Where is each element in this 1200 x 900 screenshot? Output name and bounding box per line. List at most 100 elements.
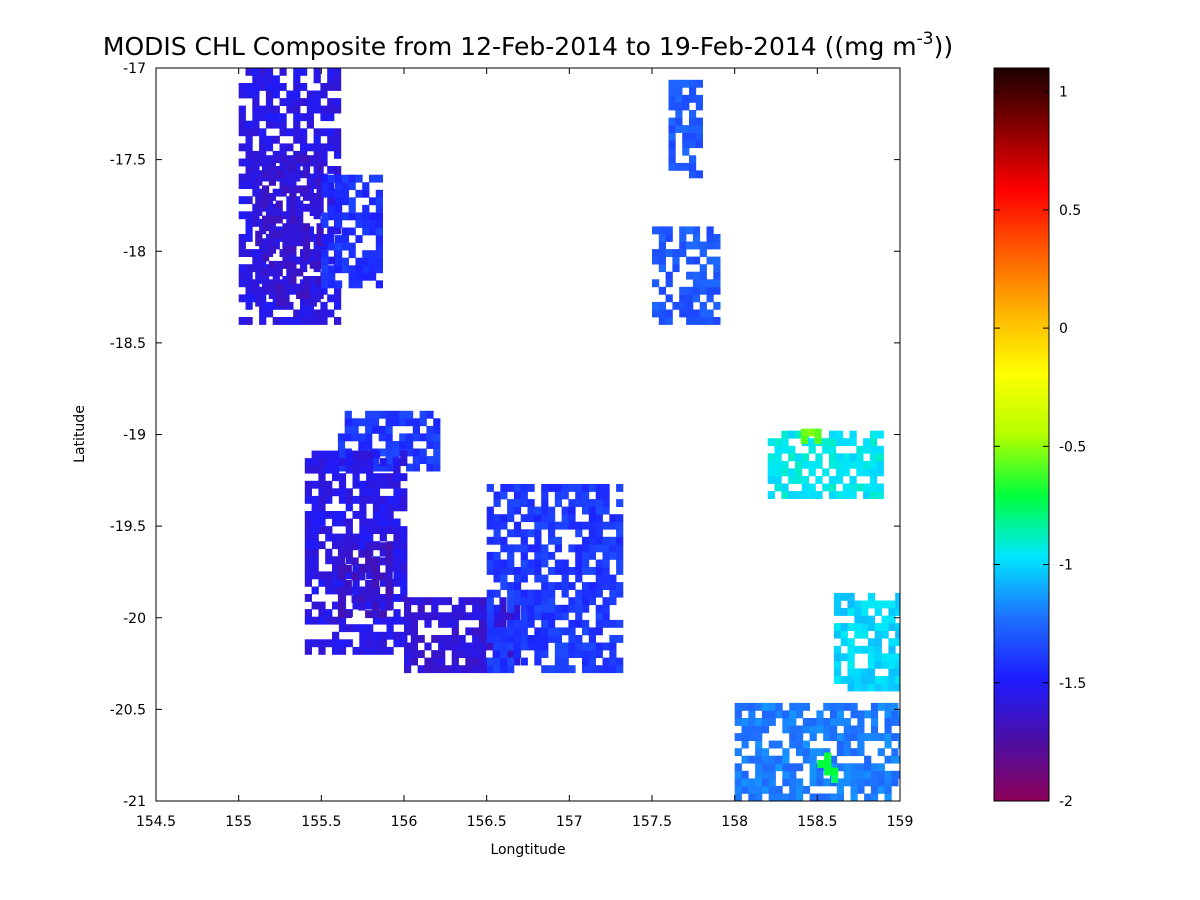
heatmap-cell	[472, 657, 480, 666]
heatmap-cell	[375, 280, 383, 289]
heatmap-cell	[348, 204, 356, 213]
heatmap-cell	[534, 597, 542, 606]
heatmap-cell	[371, 542, 380, 551]
heatmap-cell	[847, 638, 855, 647]
heatmap-cell	[318, 571, 326, 580]
heatmap-cell	[507, 551, 515, 560]
heatmap-cell	[304, 556, 312, 565]
heatmap-cell	[327, 98, 335, 106]
heatmap-cell	[679, 286, 687, 295]
heatmap-cell	[328, 212, 336, 221]
y-tick-label: -19	[123, 428, 146, 444]
heatmap-cell	[823, 733, 831, 741]
heatmap-cell	[318, 473, 326, 482]
heatmap-cell	[304, 533, 312, 542]
heatmap-cell	[316, 230, 324, 239]
heatmap-cell	[782, 748, 790, 757]
heatmap-cell	[316, 177, 324, 186]
heatmap-cell	[588, 506, 596, 515]
heatmap-cell	[344, 433, 352, 442]
heatmap-cell	[362, 220, 370, 228]
heatmap-cell	[842, 460, 850, 469]
heatmap-cell	[372, 473, 381, 482]
heatmap-cell	[554, 635, 562, 643]
heatmap-cell	[332, 639, 340, 648]
heatmap-cell	[527, 619, 535, 628]
heatmap-cell	[568, 635, 576, 643]
heatmap-cell	[327, 166, 335, 174]
heatmap-cell	[850, 763, 858, 772]
heatmap-cell	[499, 604, 507, 613]
heatmap-cell	[706, 309, 714, 318]
heatmap-cell	[365, 410, 373, 419]
heatmap-cell	[864, 770, 872, 779]
heatmap-cell	[554, 521, 562, 530]
heatmap-cell	[375, 174, 383, 183]
heatmap-cell	[713, 286, 721, 295]
heatmap-cell	[410, 650, 418, 658]
heatmap-cell	[272, 75, 280, 84]
heatmap-cell	[334, 286, 342, 295]
heatmap-cell	[306, 105, 314, 114]
heatmap-cell	[616, 499, 624, 507]
heatmap-cell	[689, 125, 697, 133]
heatmap-cell	[478, 642, 487, 651]
heatmap-cell	[433, 448, 441, 457]
heatmap-cell	[372, 526, 381, 534]
heatmap-cell	[306, 249, 314, 257]
heatmap-cell	[286, 128, 294, 137]
heatmap-cell	[386, 511, 394, 519]
heatmap-cell	[734, 785, 742, 794]
heatmap-cell	[379, 616, 387, 625]
heatmap-cell	[789, 770, 797, 779]
heatmap-cell	[337, 441, 346, 449]
heatmap-cell	[344, 542, 352, 551]
chart-title: MODIS CHL Composite from 12-Feb-2014 to …	[103, 29, 953, 61]
heatmap-cell	[816, 710, 824, 719]
heatmap-cell	[748, 785, 756, 794]
heatmap-cell	[755, 725, 763, 734]
heatmap-cell	[335, 280, 343, 289]
y-tick-label: -17	[123, 61, 146, 77]
heatmap-cell	[296, 291, 304, 299]
heatmap-cell	[385, 463, 393, 472]
heatmap-cell	[286, 90, 294, 99]
colorbar-tick-label: 0	[1059, 321, 1068, 337]
heatmap-cell	[575, 521, 583, 530]
heatmap-cell	[417, 635, 425, 643]
heatmap-cell	[602, 536, 610, 545]
heatmap-cell	[588, 650, 596, 658]
heatmap-cell	[302, 245, 311, 254]
heatmap-cell	[699, 279, 707, 288]
heatmap-cell	[824, 760, 832, 768]
heatmap-cell	[255, 298, 263, 307]
heatmap-cell	[870, 725, 879, 734]
heatmap-cell	[304, 609, 312, 617]
heatmap-cell	[836, 748, 844, 757]
heatmap-cell	[245, 234, 253, 242]
heatmap-cell	[843, 702, 851, 711]
heatmap-cell	[289, 223, 297, 232]
heatmap-cell	[335, 174, 343, 183]
x-tick-label: 155	[225, 814, 252, 830]
heatmap-cell	[595, 582, 603, 590]
heatmap-cell	[843, 770, 851, 779]
heatmap-cell	[300, 135, 308, 144]
heatmap-cell	[602, 582, 610, 590]
heatmap-cell	[541, 612, 549, 621]
heatmap-cell	[831, 775, 839, 783]
heatmap-cell	[238, 264, 246, 273]
heatmap-cell	[748, 733, 756, 741]
heatmap-cell	[245, 317, 253, 325]
heatmap-cell	[375, 227, 383, 236]
heatmap-cell	[686, 286, 694, 295]
heatmap-cell	[359, 488, 367, 497]
heatmap-cell	[840, 623, 848, 631]
heatmap-cell	[595, 484, 603, 492]
heatmap-cell	[332, 646, 340, 655]
heatmap-cell	[588, 544, 596, 553]
heatmap-cell	[888, 623, 896, 631]
heatmap-cell	[325, 586, 333, 595]
heatmap-cell	[355, 189, 363, 198]
heatmap-cell	[393, 609, 401, 617]
